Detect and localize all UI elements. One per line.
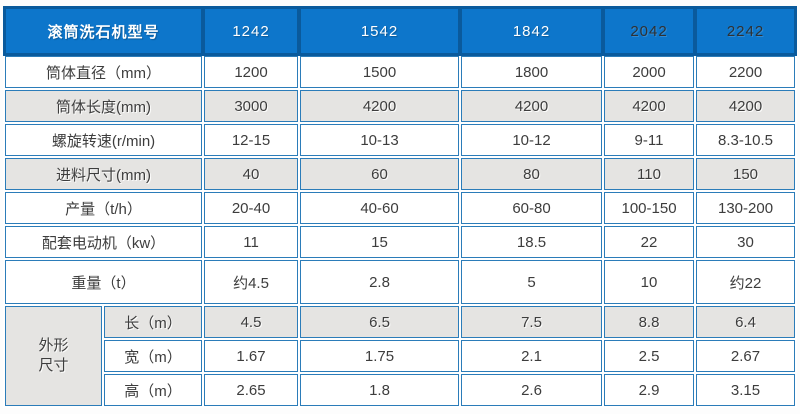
cell-value: 2200 [696, 56, 796, 88]
cell-value: 60-80 [461, 192, 603, 224]
header-cell-model-1542: 1542 [300, 8, 460, 54]
header-cell-model-2242: 2242 [696, 8, 796, 54]
cell-value: 22 [604, 226, 695, 258]
row-label: 螺旋转速(r/min) [5, 124, 203, 156]
row-label: 长（m） [104, 306, 203, 338]
header-cell-model-2042: 2042 [604, 8, 695, 54]
cell-value: 40 [204, 158, 299, 190]
cell-value: 3.15 [696, 374, 796, 406]
spec-table: 滚筒洗石机型号 1242 1542 1842 2042 2242 筒体直径（mm… [3, 6, 798, 408]
cell-value: 80 [461, 158, 603, 190]
cell-value: 12-15 [204, 124, 299, 156]
header-row: 滚筒洗石机型号 1242 1542 1842 2042 2242 [5, 8, 796, 54]
cell-value: 2.9 [604, 374, 695, 406]
cell-value: 40-60 [300, 192, 460, 224]
table-row-capacity: 产量（t/h） 20-40 40-60 60-80 100-150 130-20… [5, 192, 796, 224]
cell-value: 20-40 [204, 192, 299, 224]
cell-value: 2.65 [204, 374, 299, 406]
cell-value: 60 [300, 158, 460, 190]
cell-value: 150 [696, 158, 796, 190]
row-label: 宽（m） [104, 340, 203, 372]
cell-value: 7.5 [461, 306, 603, 338]
header-cell-model-1242: 1242 [204, 8, 299, 54]
table-row-drum-diameter: 筒体直径（mm） 1200 1500 1800 2000 2200 [5, 56, 796, 88]
row-label: 筒体长度(mm) [5, 90, 203, 122]
table-row-dimension-height: 高（m） 2.65 1.8 2.6 2.9 3.15 [5, 374, 796, 406]
cell-value: 3000 [204, 90, 299, 122]
dimension-group-label: 外形 尺寸 [5, 306, 102, 406]
cell-value: 约22 [696, 260, 796, 304]
cell-value: 2000 [604, 56, 695, 88]
cell-value: 10-12 [461, 124, 603, 156]
table-row-feed-size: 进料尺寸(mm) 40 60 80 110 150 [5, 158, 796, 190]
cell-value: 10 [604, 260, 695, 304]
cell-value: 4200 [461, 90, 603, 122]
cell-value: 8.3-10.5 [696, 124, 796, 156]
table-row-dimension-width: 宽（m） 1.67 1.75 2.1 2.5 2.67 [5, 340, 796, 372]
row-label: 配套电动机（kw） [5, 226, 203, 258]
cell-value: 6.4 [696, 306, 796, 338]
cell-value: 2.8 [300, 260, 460, 304]
cell-value: 1200 [204, 56, 299, 88]
table-row-drum-length: 筒体长度(mm) 3000 4200 4200 4200 4200 [5, 90, 796, 122]
header-cell-model-label: 滚筒洗石机型号 [5, 8, 203, 54]
table-row-weight: 重量（t） 约4.5 2.8 5 10 约22 [5, 260, 796, 304]
header-cell-model-1842: 1842 [461, 8, 603, 54]
table-row-spiral-speed: 螺旋转速(r/min) 12-15 10-13 10-12 9-11 8.3-1… [5, 124, 796, 156]
cell-value: 2.5 [604, 340, 695, 372]
cell-value: 100-150 [604, 192, 695, 224]
cell-value: 8.8 [604, 306, 695, 338]
cell-value: 4200 [300, 90, 460, 122]
cell-value: 130-200 [696, 192, 796, 224]
dimension-group-label-line2: 尺寸 [38, 357, 69, 374]
row-label: 重量（t） [5, 260, 203, 304]
dimension-group-label-line1: 外形 [38, 336, 69, 354]
cell-value: 10-13 [300, 124, 460, 156]
row-label: 高（m） [104, 374, 203, 406]
table-row-dimension-length: 外形 尺寸 长（m） 4.5 6.5 7.5 8.8 6.4 [5, 306, 796, 406]
cell-value: 4200 [696, 90, 796, 122]
row-label: 筒体直径（mm） [5, 56, 203, 88]
cell-value: 2.1 [461, 340, 603, 372]
cell-value: 1500 [300, 56, 460, 88]
cell-value: 1.8 [300, 374, 460, 406]
cell-value: 2.67 [696, 340, 796, 372]
row-label: 产量（t/h） [5, 192, 203, 224]
cell-value: 4200 [604, 90, 695, 122]
cell-value: 1.67 [204, 340, 299, 372]
cell-value: 4.5 [204, 306, 299, 338]
cell-value: 1800 [461, 56, 603, 88]
cell-value: 约4.5 [204, 260, 299, 304]
cell-value: 6.5 [300, 306, 460, 338]
cell-value: 110 [604, 158, 695, 190]
cell-value: 15 [300, 226, 460, 258]
cell-value: 18.5 [461, 226, 603, 258]
cell-value: 11 [204, 226, 299, 258]
cell-value: 2.6 [461, 374, 603, 406]
cell-value: 5 [461, 260, 603, 304]
table-row-motor-power: 配套电动机（kw） 11 15 18.5 22 30 [5, 226, 796, 258]
cell-value: 30 [696, 226, 796, 258]
cell-value: 1.75 [300, 340, 460, 372]
cell-value: 9-11 [604, 124, 695, 156]
row-label: 进料尺寸(mm) [5, 158, 203, 190]
